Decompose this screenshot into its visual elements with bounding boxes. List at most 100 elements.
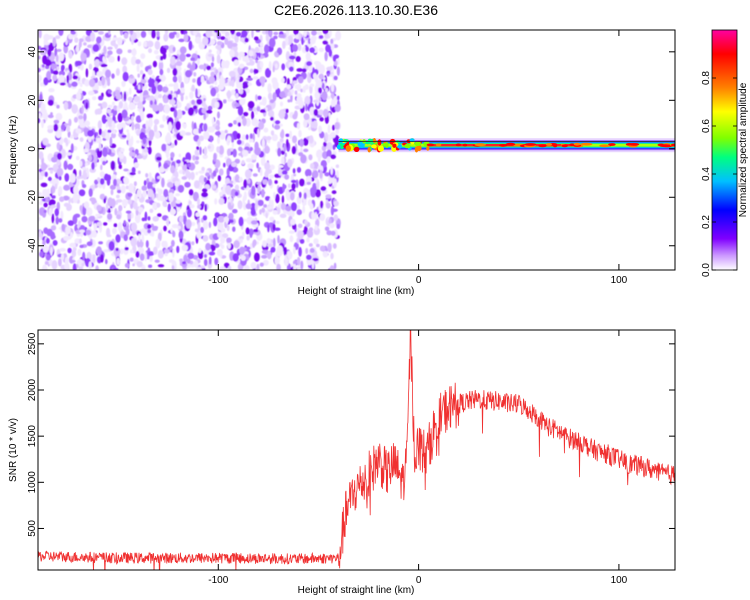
noise-speck [256, 263, 260, 270]
noise-speck [309, 47, 316, 53]
noise-speck [265, 33, 270, 42]
noise-speck [265, 107, 268, 112]
noise-speck [186, 103, 190, 109]
noise-speck [166, 67, 171, 73]
noise-speck [51, 213, 55, 224]
noise-speck [281, 156, 285, 166]
colorbar-tick-label: 0.8 [701, 71, 712, 85]
noise-speck [203, 98, 206, 102]
noise-speck [111, 132, 116, 139]
noise-speck [123, 32, 129, 39]
y-tick-label: -20 [27, 190, 38, 205]
noise-speck [139, 70, 144, 75]
noise-speck [187, 163, 191, 168]
noise-speck [336, 223, 341, 230]
noise-speck [212, 170, 217, 177]
noise-speck [51, 235, 56, 239]
noise-speck [238, 55, 242, 61]
noise-speck [135, 251, 140, 258]
noise-speck [335, 164, 340, 168]
noise-speck [38, 191, 42, 197]
noise-speck [302, 202, 307, 206]
noise-speck [158, 166, 165, 173]
noise-speck [83, 113, 87, 122]
noise-speck [253, 36, 259, 41]
noise-speck [232, 148, 237, 158]
noise-speck [319, 245, 326, 252]
noise-speck [108, 30, 111, 36]
noise-speck [42, 111, 48, 120]
noise-speck [303, 192, 307, 200]
noise-speck [55, 54, 59, 62]
noise-speck [63, 101, 69, 111]
noise-speck [216, 41, 223, 46]
noise-speck [247, 211, 252, 217]
noise-speck [87, 130, 94, 137]
noise-speck [185, 53, 191, 58]
noise-speck [328, 218, 332, 224]
noise-speck [296, 83, 302, 92]
noise-speck [163, 33, 169, 42]
noise-speck [231, 142, 235, 148]
noise-speck [281, 195, 285, 204]
noise-speck [67, 220, 74, 226]
noise-speck [179, 130, 186, 137]
noise-speck [153, 50, 159, 55]
noise-speck [130, 237, 137, 247]
noise-speck [242, 81, 249, 90]
noise-speck [79, 137, 84, 143]
spectrogram-x-label: Height of straight line (km) [298, 286, 415, 297]
noise-speck [168, 32, 175, 39]
noise-speck [250, 261, 257, 269]
noise-speck [96, 137, 102, 144]
noise-speck [83, 201, 90, 209]
noise-speck [319, 213, 326, 221]
noise-speck [135, 59, 141, 65]
y-tick-label: 20 [27, 94, 38, 106]
noise-speck [327, 180, 333, 184]
noise-speck [214, 101, 220, 109]
noise-speck [286, 138, 289, 148]
noise-speck [220, 244, 225, 249]
noise-speck [319, 117, 324, 122]
noise-speck [198, 135, 204, 142]
noise-speck [207, 105, 213, 111]
noise-speck [95, 213, 101, 217]
noise-speck [135, 210, 139, 216]
noise-speck [152, 216, 159, 222]
noise-speck [319, 169, 323, 179]
noise-speck [224, 129, 228, 134]
noise-speck [202, 235, 209, 242]
noise-speck [138, 206, 144, 213]
noise-speck [131, 167, 136, 174]
noise-speck [67, 130, 71, 138]
noise-speck [80, 175, 84, 179]
y-tick-label: 40 [27, 46, 38, 58]
noise-speck [200, 79, 205, 83]
noise-speck [139, 108, 144, 118]
noise-speck [71, 104, 78, 114]
noise-speck [98, 128, 102, 136]
signal-blob [414, 141, 422, 147]
noise-speck [121, 199, 128, 207]
noise-speck [48, 207, 53, 217]
noise-speck [216, 49, 220, 55]
noise-speck [203, 258, 208, 267]
noise-speck [96, 221, 103, 227]
noise-speck [252, 76, 259, 80]
signal-blob [426, 146, 430, 151]
noise-speck [217, 111, 220, 119]
noise-speck [45, 238, 50, 244]
noise-speck [292, 80, 298, 84]
noise-speck [324, 51, 328, 62]
noise-speck [163, 189, 169, 198]
noise-speck [138, 233, 141, 243]
noise-speck [152, 225, 159, 230]
noise-speck [113, 223, 118, 228]
noise-speck [305, 103, 308, 112]
noise-speck [115, 93, 122, 100]
noise-speck [157, 213, 162, 218]
noise-speck [203, 249, 207, 255]
noise-speck [147, 251, 155, 256]
noise-speck [43, 209, 47, 213]
